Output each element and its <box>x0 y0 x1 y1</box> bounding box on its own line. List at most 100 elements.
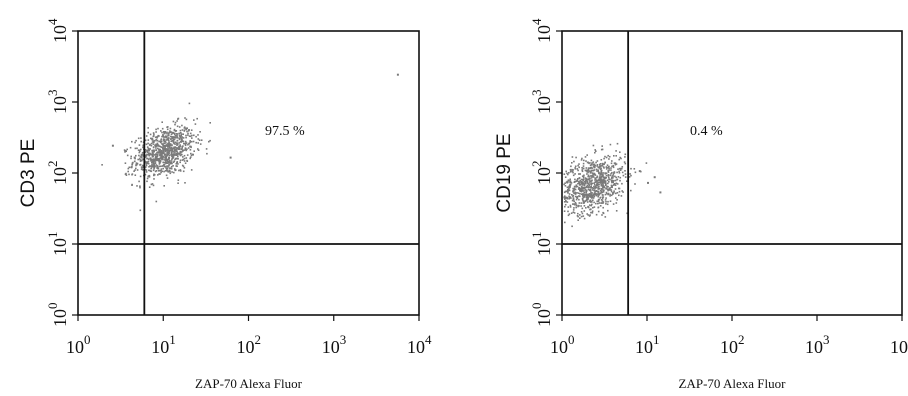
event-dot <box>579 173 581 175</box>
event-dot <box>174 143 176 145</box>
event-dot <box>578 173 580 175</box>
event-dot <box>185 118 188 121</box>
event-dot <box>152 169 155 172</box>
event-dot <box>612 177 614 179</box>
event-dot <box>162 165 165 167</box>
event-dot <box>610 172 612 175</box>
event-dot <box>608 181 610 183</box>
event-dot <box>168 154 171 157</box>
event-dot <box>598 172 600 175</box>
event-dot <box>158 165 160 168</box>
event-dot <box>174 123 176 126</box>
event-dot <box>189 149 192 151</box>
event-dot <box>610 162 613 165</box>
event-dot <box>148 186 151 188</box>
event-dot <box>139 160 142 162</box>
event-dot <box>608 155 611 158</box>
event-dot <box>157 151 159 153</box>
event-dot <box>591 182 594 185</box>
event-dot <box>161 147 164 150</box>
event-dot <box>601 182 604 184</box>
x-tick-label: 104 <box>407 332 432 357</box>
event-dot <box>569 181 572 183</box>
event-dot <box>166 126 168 128</box>
event-dot <box>152 153 154 156</box>
event-dot <box>596 180 598 182</box>
event-dot <box>138 151 141 154</box>
event-dot <box>139 159 142 161</box>
event-dot <box>159 154 161 157</box>
event-dot <box>591 212 594 214</box>
event-dot <box>169 144 172 146</box>
event-dot <box>583 181 586 183</box>
event-dot <box>141 154 144 156</box>
event-dot <box>613 171 616 173</box>
event-dot <box>569 206 572 208</box>
event-dot <box>604 180 607 183</box>
event-dot <box>601 184 604 187</box>
event-dot <box>179 144 181 146</box>
event-dot <box>150 157 152 159</box>
event-dot <box>607 209 609 212</box>
event-dot <box>163 150 165 152</box>
event-dot <box>593 206 596 208</box>
event-dot <box>572 195 574 198</box>
event-dot <box>163 142 165 145</box>
event-dot <box>176 146 178 149</box>
event-dot <box>611 177 613 180</box>
event-dot <box>171 148 173 150</box>
event-dot <box>565 199 567 202</box>
event-dot <box>600 202 602 204</box>
event-dot <box>592 176 594 178</box>
event-dot <box>607 171 610 173</box>
event-dot <box>599 175 601 178</box>
event-dot <box>587 197 589 199</box>
event-dot <box>594 181 596 184</box>
event-dot <box>174 168 176 170</box>
event-dot <box>615 192 617 195</box>
event-dot <box>598 193 601 196</box>
event-dot <box>584 186 587 189</box>
event-dot <box>182 158 185 161</box>
event-dot <box>197 149 200 151</box>
event-dot <box>139 185 141 187</box>
event-dot <box>618 187 620 190</box>
event-dot <box>621 167 623 170</box>
event-dot <box>165 166 167 168</box>
event-dot <box>166 139 169 141</box>
event-dot <box>156 142 159 145</box>
event-dot <box>579 188 581 191</box>
event-dot <box>615 176 617 179</box>
event-dot <box>136 169 139 171</box>
event-dot <box>596 185 599 187</box>
event-dot <box>161 146 163 148</box>
event-dot <box>192 154 194 156</box>
event-dot <box>609 174 611 177</box>
event-dot <box>146 157 148 160</box>
event-dot <box>619 151 621 153</box>
event-dot <box>140 155 143 157</box>
event-dot <box>190 169 193 171</box>
event-dot <box>602 201 605 203</box>
event-dot <box>600 190 603 193</box>
event-dot <box>574 193 577 195</box>
event-dot <box>163 165 166 168</box>
event-dot <box>186 154 189 156</box>
event-dot <box>621 171 624 174</box>
event-dot <box>161 157 164 159</box>
event-dot <box>600 148 603 151</box>
x-axis-title: ZAP-70 Alexa Fluor <box>195 376 303 391</box>
event-dot <box>170 131 173 133</box>
event-dot <box>590 196 593 198</box>
event-dot <box>569 204 572 207</box>
event-dot <box>167 144 169 147</box>
event-dot <box>147 142 149 145</box>
event-dot <box>158 173 160 175</box>
event-dot <box>590 175 592 177</box>
event-dot <box>164 144 167 147</box>
event-dot <box>572 211 575 213</box>
event-dot <box>585 167 588 169</box>
event-dot <box>572 209 575 211</box>
event-dot <box>600 178 603 181</box>
event-dot <box>614 188 617 190</box>
